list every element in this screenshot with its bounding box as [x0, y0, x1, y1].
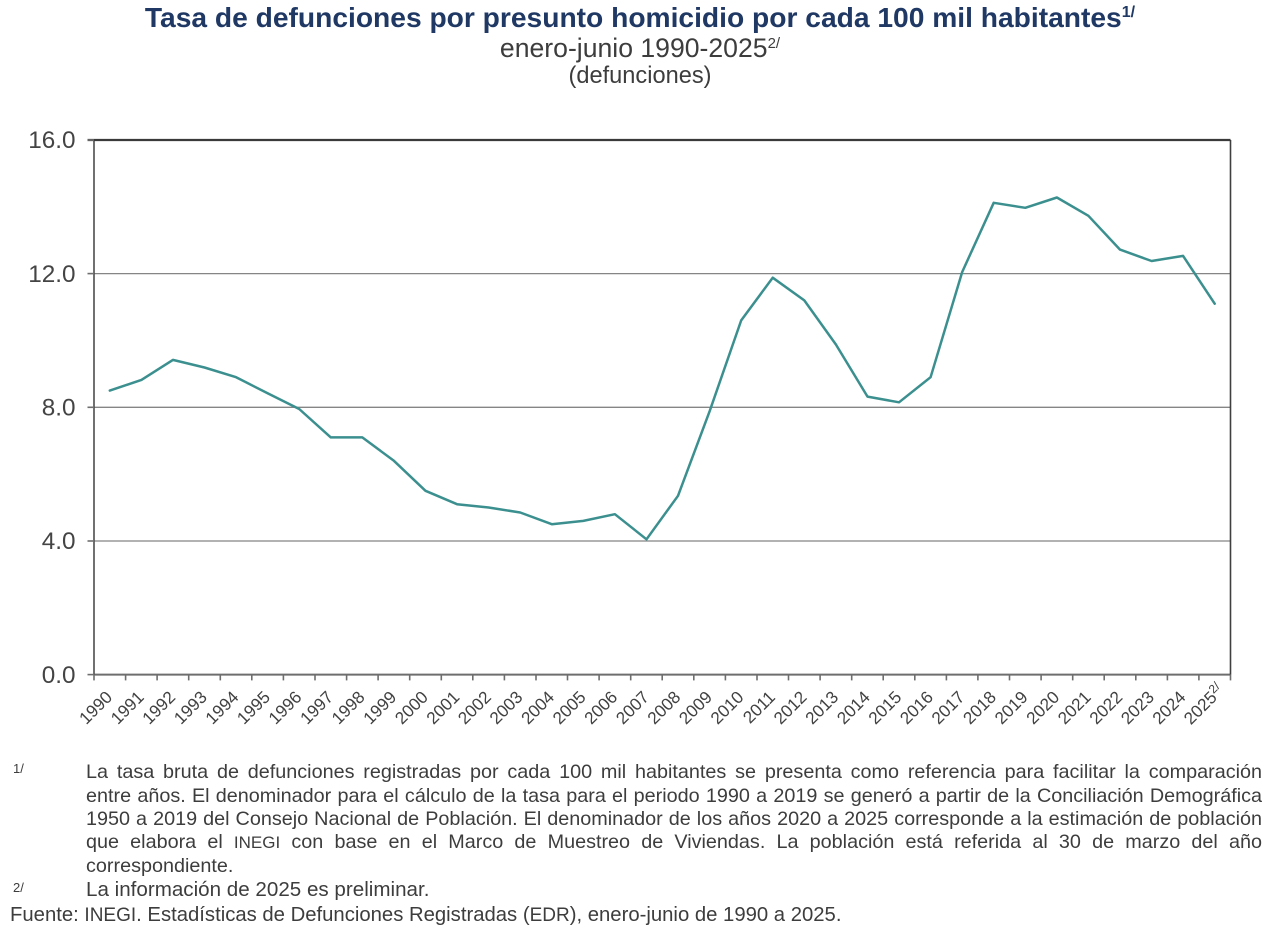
- svg-text:12.0: 12.0: [28, 261, 75, 288]
- svg-text:2004: 2004: [517, 687, 558, 728]
- svg-text:2012: 2012: [769, 687, 810, 728]
- svg-text:2005: 2005: [548, 687, 589, 728]
- svg-text:2017: 2017: [927, 687, 968, 728]
- svg-text:2021: 2021: [1054, 687, 1095, 728]
- svg-text:1995: 1995: [233, 687, 274, 728]
- svg-text:1996: 1996: [264, 687, 305, 728]
- svg-text:1990: 1990: [75, 687, 116, 728]
- svg-text:8.0: 8.0: [42, 395, 76, 422]
- svg-text:2009: 2009: [675, 687, 716, 728]
- svg-text:2022: 2022: [1085, 687, 1126, 728]
- svg-text:0.0: 0.0: [42, 662, 76, 689]
- svg-text:2013: 2013: [801, 687, 842, 728]
- svg-text:2000: 2000: [391, 687, 432, 728]
- svg-text:1992: 1992: [138, 687, 179, 728]
- svg-text:2024: 2024: [1148, 687, 1189, 728]
- svg-text:1997: 1997: [296, 687, 337, 728]
- svg-text:4.0: 4.0: [42, 528, 76, 555]
- svg-text:16.0: 16.0: [28, 127, 75, 154]
- svg-text:2014: 2014: [833, 687, 874, 728]
- svg-text:1994: 1994: [201, 687, 242, 728]
- svg-text:1998: 1998: [327, 687, 368, 728]
- svg-text:2016: 2016: [896, 687, 937, 728]
- svg-text:2007: 2007: [612, 687, 653, 728]
- svg-text:2002: 2002: [454, 687, 495, 728]
- svg-text:2023: 2023: [1117, 687, 1158, 728]
- svg-text:2008: 2008: [643, 687, 684, 728]
- svg-text:1991: 1991: [107, 687, 148, 728]
- svg-text:2019: 2019: [990, 687, 1031, 728]
- svg-text:1999: 1999: [359, 687, 400, 728]
- svg-text:2018: 2018: [959, 687, 1000, 728]
- svg-text:2015: 2015: [864, 687, 905, 728]
- svg-text:2001: 2001: [422, 687, 463, 728]
- svg-text:2011: 2011: [739, 687, 779, 727]
- svg-text:2020: 2020: [1022, 687, 1063, 728]
- svg-text:2006: 2006: [580, 687, 621, 728]
- svg-text:1993: 1993: [170, 687, 211, 728]
- svg-text:2003: 2003: [485, 687, 526, 728]
- svg-text:2010: 2010: [706, 687, 747, 728]
